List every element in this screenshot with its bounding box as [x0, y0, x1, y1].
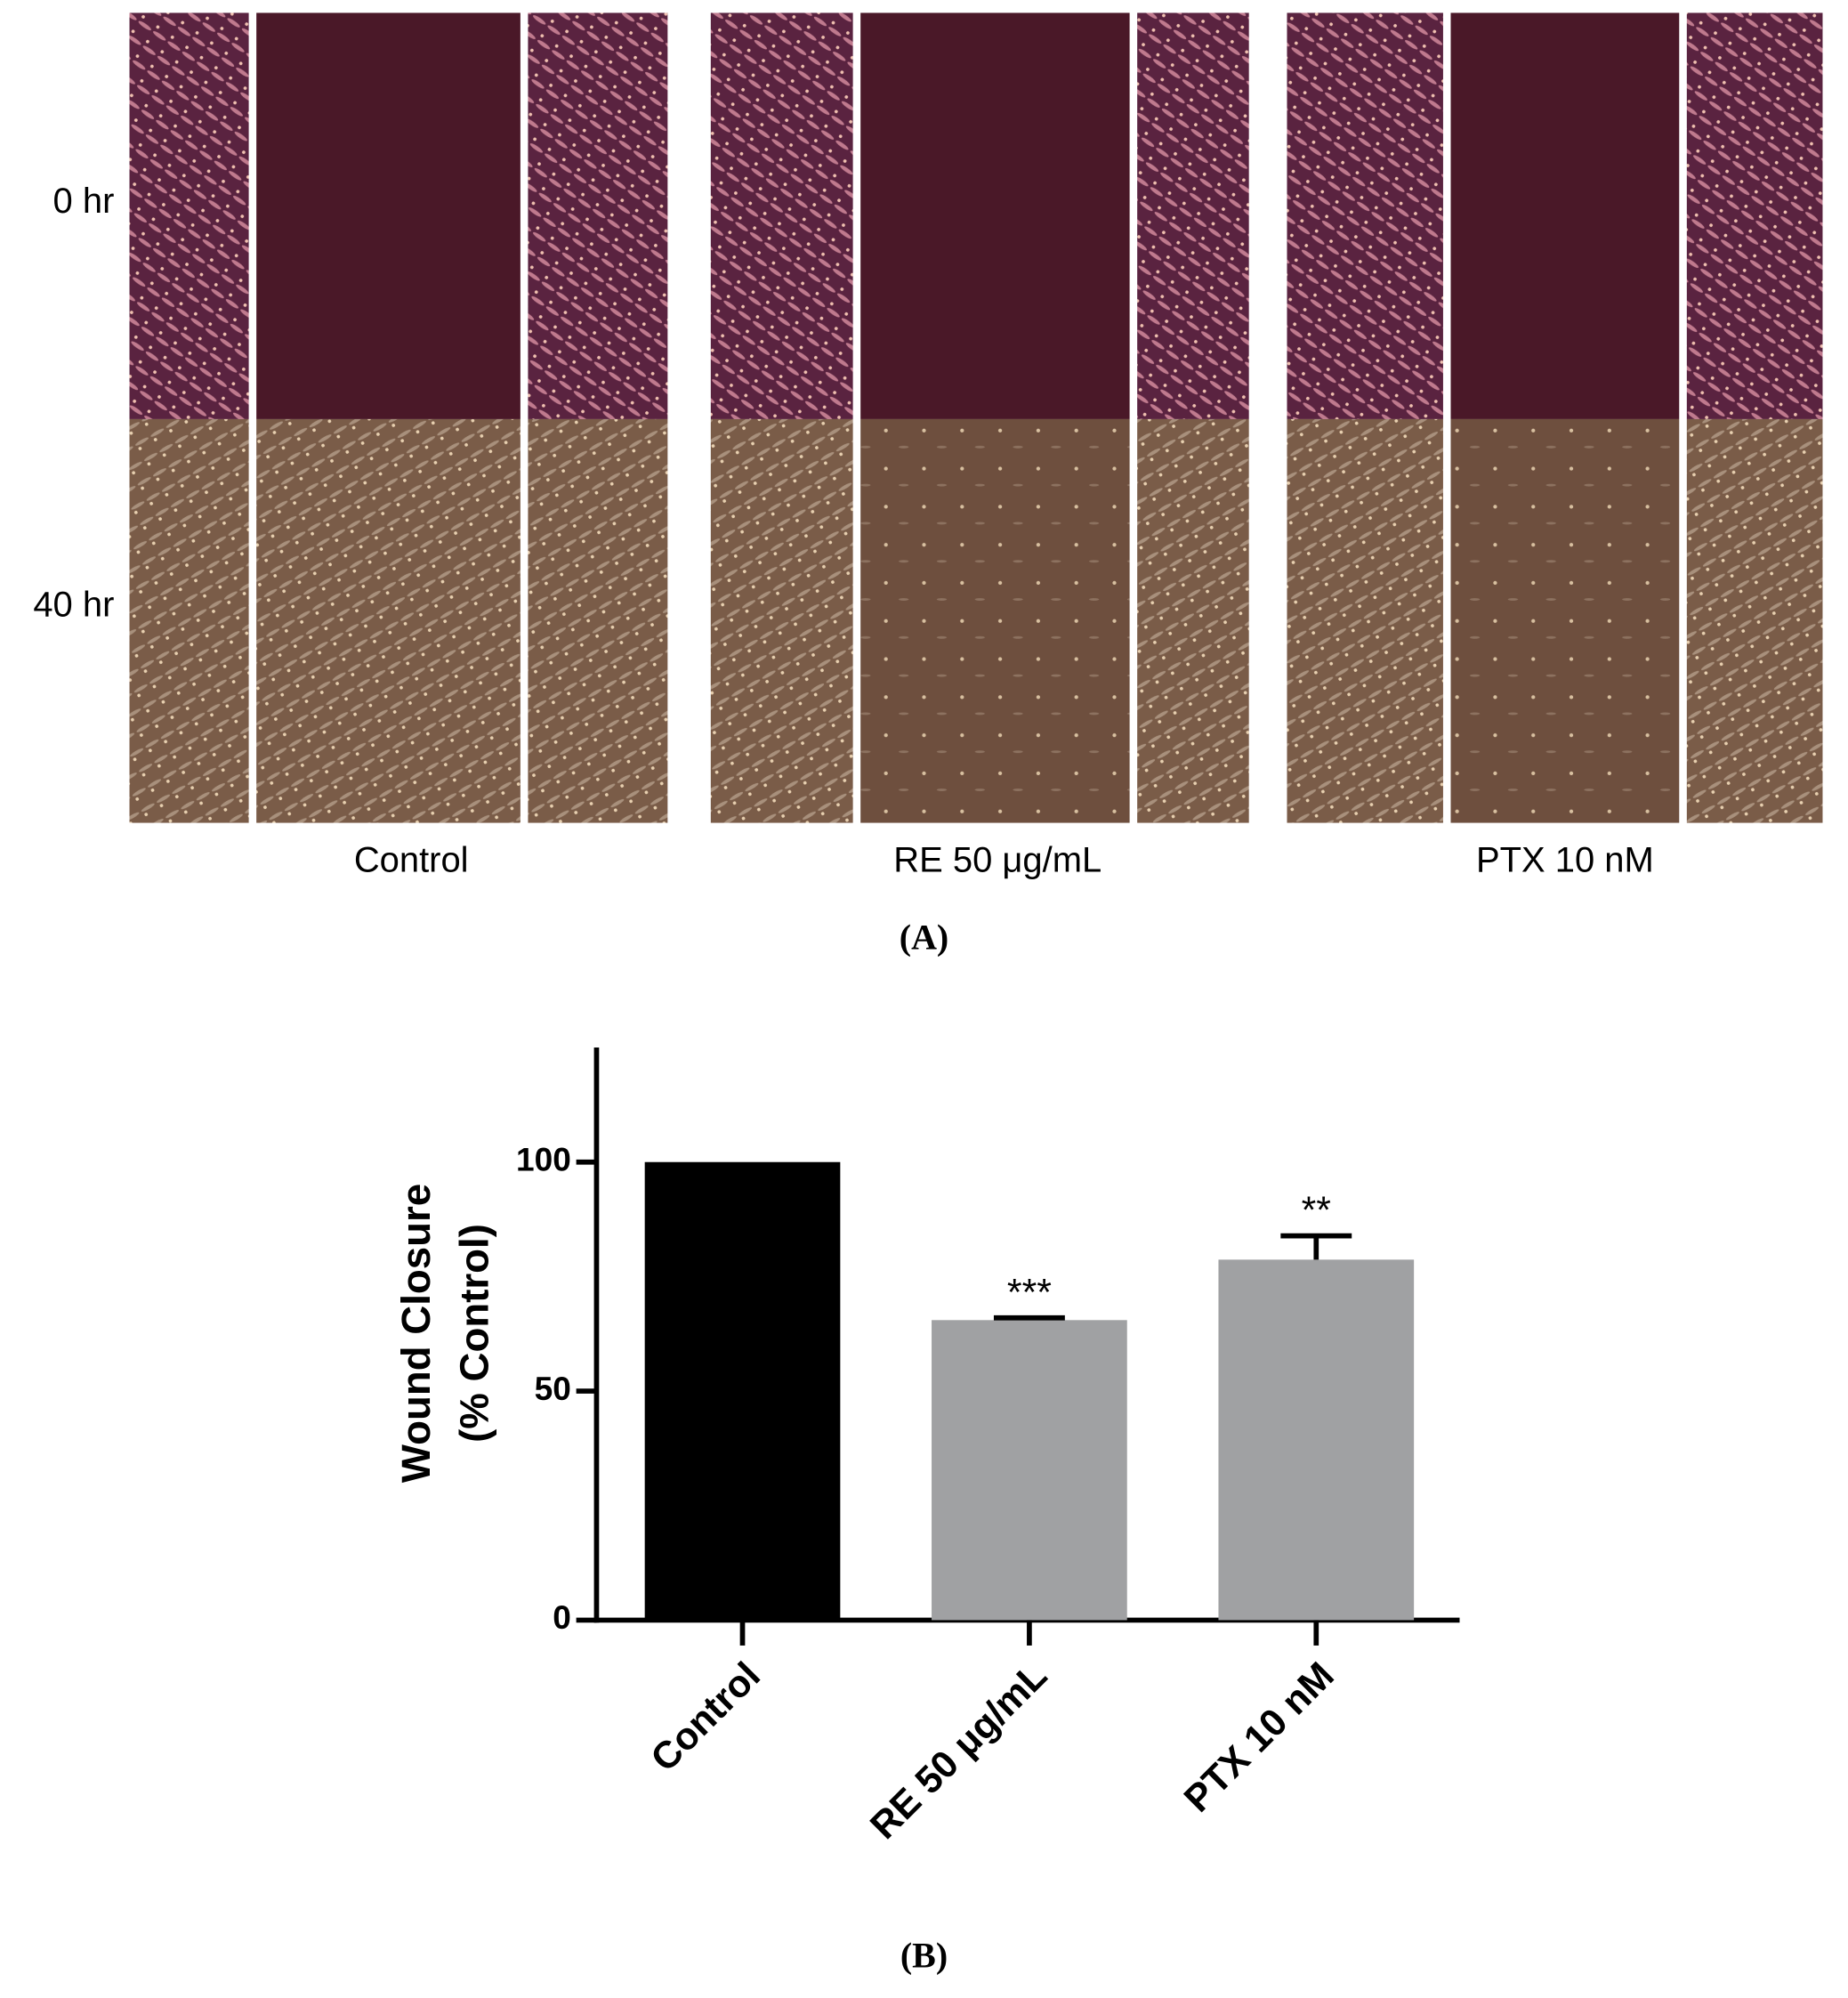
panel-label: (B)	[900, 1935, 948, 1975]
micrograph	[1137, 12, 1249, 419]
micrograph	[710, 12, 853, 419]
y-axis-label: (% Control)	[451, 1224, 496, 1443]
significance-label: **	[1302, 1189, 1331, 1232]
x-tick-label: PTX 10 nM	[1176, 1654, 1343, 1821]
group-label: RE 50 μg/mL	[893, 840, 1102, 879]
group-label: Control	[354, 840, 469, 879]
row-label: 40 hr	[33, 586, 114, 625]
x-tick-label: Control	[642, 1654, 768, 1780]
micrograph	[1287, 418, 1443, 823]
y-tick-label: 50	[535, 1370, 571, 1407]
row-label: 0 hr	[53, 182, 115, 221]
micrograph	[1287, 12, 1443, 419]
micrograph	[860, 12, 1130, 419]
micrograph	[256, 12, 521, 419]
micrograph	[860, 418, 1130, 823]
y-axis-label: Wound Closure	[393, 1184, 439, 1483]
error-bar	[1280, 1233, 1352, 1260]
group-label: PTX 10 nM	[1476, 840, 1654, 879]
micrograph	[129, 418, 249, 823]
bar	[1218, 1259, 1415, 1621]
x-tick-label: RE 50 μg/mL	[862, 1654, 1055, 1848]
micrograph	[256, 418, 521, 823]
bar-chart: 0 50 100 Control *** RE 50 μg/mL ** PTX 10 nM	[516, 1048, 1460, 1848]
micrographs	[129, 12, 1823, 823]
bar	[932, 1320, 1127, 1621]
error-bar	[993, 1314, 1065, 1321]
micrograph	[710, 418, 853, 823]
micrograph	[1686, 418, 1823, 823]
micrograph	[1686, 12, 1823, 419]
panel-label: (A)	[900, 917, 948, 957]
micrograph	[1137, 418, 1249, 823]
micrograph	[129, 12, 249, 419]
micrograph	[528, 418, 668, 823]
y-tick-label: 100	[516, 1141, 571, 1178]
micrograph	[1450, 418, 1680, 823]
micrograph	[1450, 12, 1680, 419]
y-tick-label: 0	[553, 1598, 571, 1636]
significance-label: ***	[1007, 1271, 1052, 1314]
bar	[644, 1161, 841, 1621]
micrograph	[528, 12, 668, 419]
